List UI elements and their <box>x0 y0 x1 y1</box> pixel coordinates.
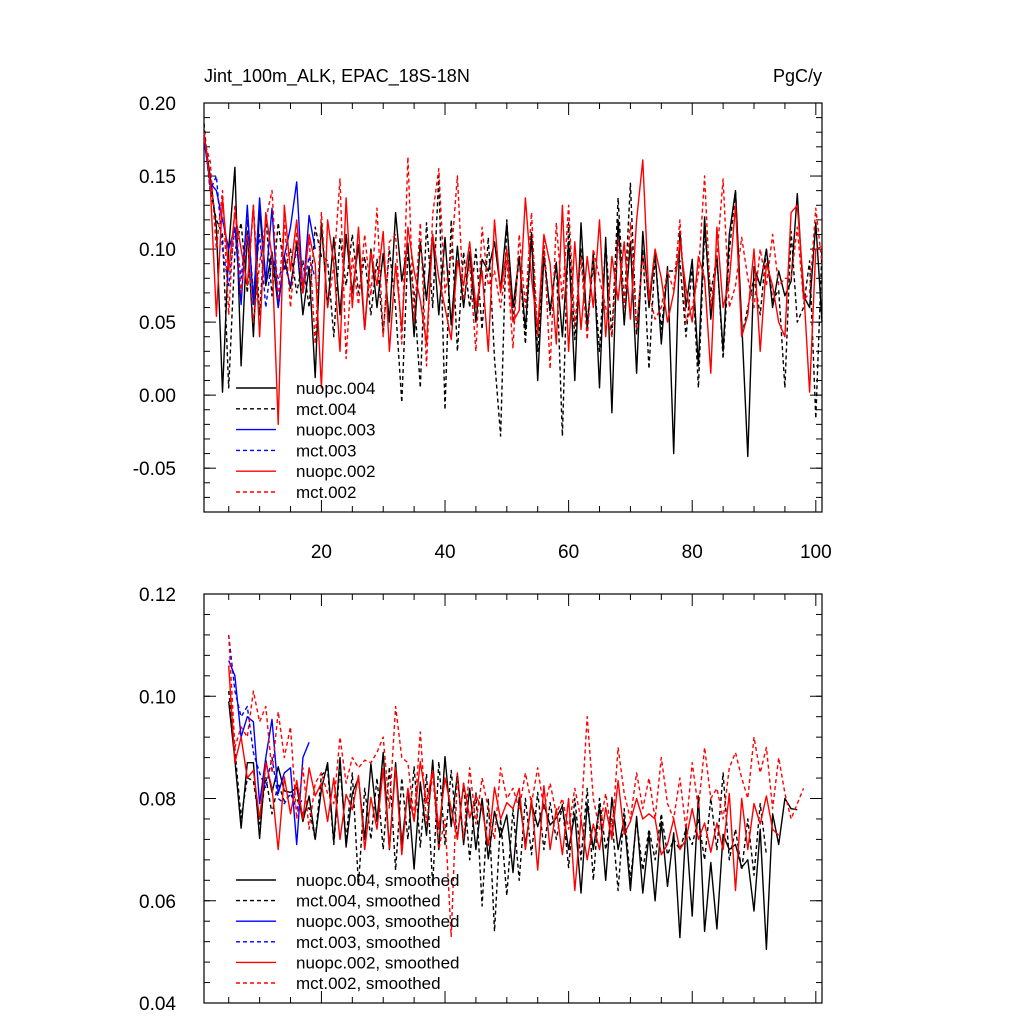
series-line-mct-004-smoothed <box>228 691 768 933</box>
y-tick-label: 0.12 <box>139 585 176 606</box>
legend-label: nuopc.004, smoothed <box>296 871 460 890</box>
y-tick-label: 0.15 <box>139 167 176 188</box>
series-line-mct-003 <box>203 132 316 309</box>
bottom-panel-axes: 0.04 0.06 0.08 0.10 0.12 <box>139 585 823 1015</box>
legend-label: mct.004, smoothed <box>296 892 441 911</box>
y-tick-label: 0.10 <box>139 687 176 708</box>
legend-label: mct.002, smoothed <box>296 974 441 993</box>
legend-label: mct.004 <box>296 400 356 419</box>
legend-label: mct.003 <box>296 441 356 460</box>
y-tick-label: -0.05 <box>133 459 176 480</box>
series-line-mct-002-smoothed <box>228 634 805 938</box>
y-tick-label: 0.05 <box>139 313 176 334</box>
x-tick-label: 60 <box>558 542 579 563</box>
y-tick-label: 0.00 <box>139 386 176 407</box>
y-tick-label: 0.08 <box>139 790 176 811</box>
y-tick-label: 0.10 <box>139 240 176 261</box>
legend-label: nuopc.003 <box>296 421 375 440</box>
legend-label: mct.003, smoothed <box>296 933 441 952</box>
series-line-nuopc-003-smoothed <box>228 660 310 846</box>
x-tick-label: 40 <box>434 542 455 563</box>
x-tick-label: 20 <box>311 542 332 563</box>
legend-label: nuopc.003, smoothed <box>296 912 460 931</box>
bottom-panel: 0.04 0.06 0.08 0.10 0.12 nuopc.004, smoothed… <box>139 585 823 1015</box>
legend-label: nuopc.004 <box>296 379 375 398</box>
series-line-mct-002 <box>203 139 823 370</box>
y-tick-label: 0.06 <box>139 892 176 913</box>
legend-label: nuopc.002 <box>296 462 375 481</box>
top-panel-axes: 20 40 60 80 100 -0.05 0.00 0.05 0.10 0.15 0.20 <box>133 94 832 563</box>
top-panel-series <box>203 123 823 458</box>
y-tick-label: 0.20 <box>139 94 176 115</box>
legend-label: nuopc.002, smoothed <box>296 953 460 972</box>
series-line-nuopc-002-smoothed <box>228 665 780 892</box>
bottom-panel-series <box>228 634 805 950</box>
series-line-nuopc-004-smoothed <box>228 701 798 950</box>
legend-label: mct.002 <box>296 483 356 502</box>
y-tick-label: 0.04 <box>139 994 176 1015</box>
series-line-nuopc-003 <box>203 139 316 309</box>
top-panel: Jint_100m_ALK, EPAC_18S-18N PgC/y 20 40 60… <box>133 66 832 563</box>
x-tick-label: 80 <box>682 542 703 563</box>
x-tick-label: 100 <box>800 542 832 563</box>
series-line-nuopc-004 <box>203 134 823 458</box>
top-panel-title: Jint_100m_ALK, EPAC_18S-18N <box>204 66 470 87</box>
top-panel-units: PgC/y <box>773 66 822 86</box>
series-line-mct-004 <box>203 123 823 437</box>
